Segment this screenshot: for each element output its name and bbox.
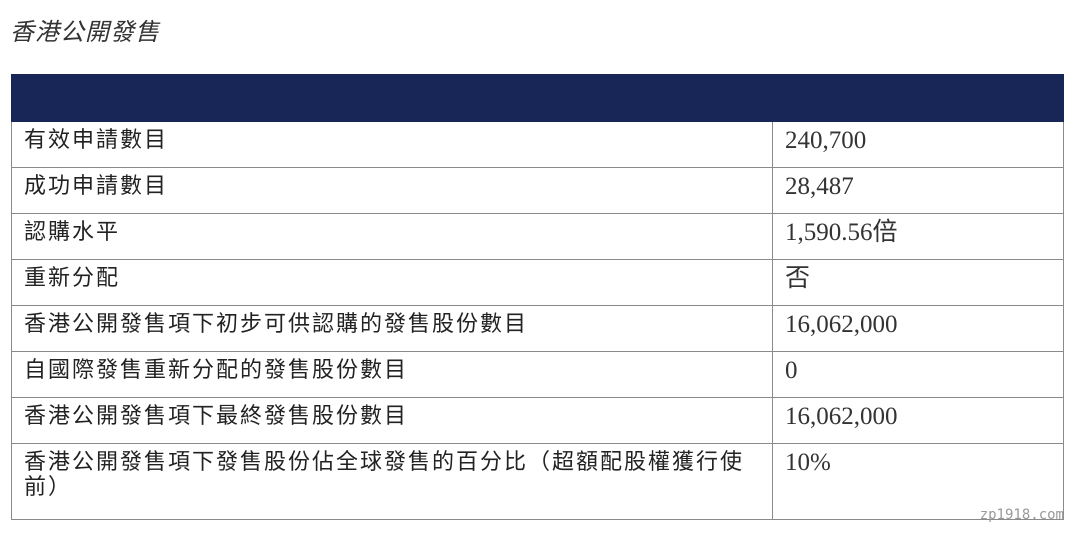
row-value: 10% xyxy=(772,443,1064,520)
table-header xyxy=(11,74,1064,122)
row-value: 240,700 xyxy=(772,121,1064,168)
table-row: 香港公開發售項下初步可供認購的發售股份數目 16,062,000 xyxy=(11,305,1064,352)
table-row: 認購水平 1,590.56倍 xyxy=(11,213,1064,260)
row-label: 香港公開發售項下初步可供認購的發售股份數目 xyxy=(11,305,773,352)
row-value: 否 xyxy=(772,259,1064,306)
table-row: 重新分配否 xyxy=(11,259,1064,306)
row-label: 認購水平 xyxy=(11,213,773,260)
row-value: 28,487 xyxy=(772,167,1064,214)
row-label: 香港公開發售項下最終發售股份數目 xyxy=(11,397,773,444)
header-bar xyxy=(11,74,1064,122)
table-row: 有效申請數目 240,700 xyxy=(11,121,1064,168)
watermark: zp1918.com xyxy=(979,507,1064,523)
row-value: 0 xyxy=(772,351,1064,398)
table-row: 成功申請數目 28,487 xyxy=(11,167,1064,214)
row-label: 重新分配 xyxy=(11,259,773,306)
table-row: 自國際發售重新分配的發售股份數目 0 xyxy=(11,351,1064,398)
table-row: 香港公開發售項下最終發售股份數目 16,062,000 xyxy=(11,397,1064,444)
table-row: 香港公開發售項下發售股份佔全球發售的百分比（超額配股權獲行使前） 10% xyxy=(11,443,1064,520)
row-label: 自國際發售重新分配的發售股份數目 xyxy=(11,351,773,398)
row-label: 有效申請數目 xyxy=(11,121,773,168)
section-title: 香港公開發售 xyxy=(10,18,160,46)
row-label: 香港公開發售項下發售股份佔全球發售的百分比（超額配股權獲行使前） xyxy=(11,443,773,520)
offer-results-table: 有效申請數目 240,700 成功申請數目 28,487 認購水平 1,590.56倍… xyxy=(11,74,1064,520)
row-value: 1,590.56倍 xyxy=(772,213,1064,260)
row-label: 成功申請數目 xyxy=(11,167,773,214)
row-value: 16,062,000 xyxy=(772,397,1064,444)
row-value: 16,062,000 xyxy=(772,305,1064,352)
